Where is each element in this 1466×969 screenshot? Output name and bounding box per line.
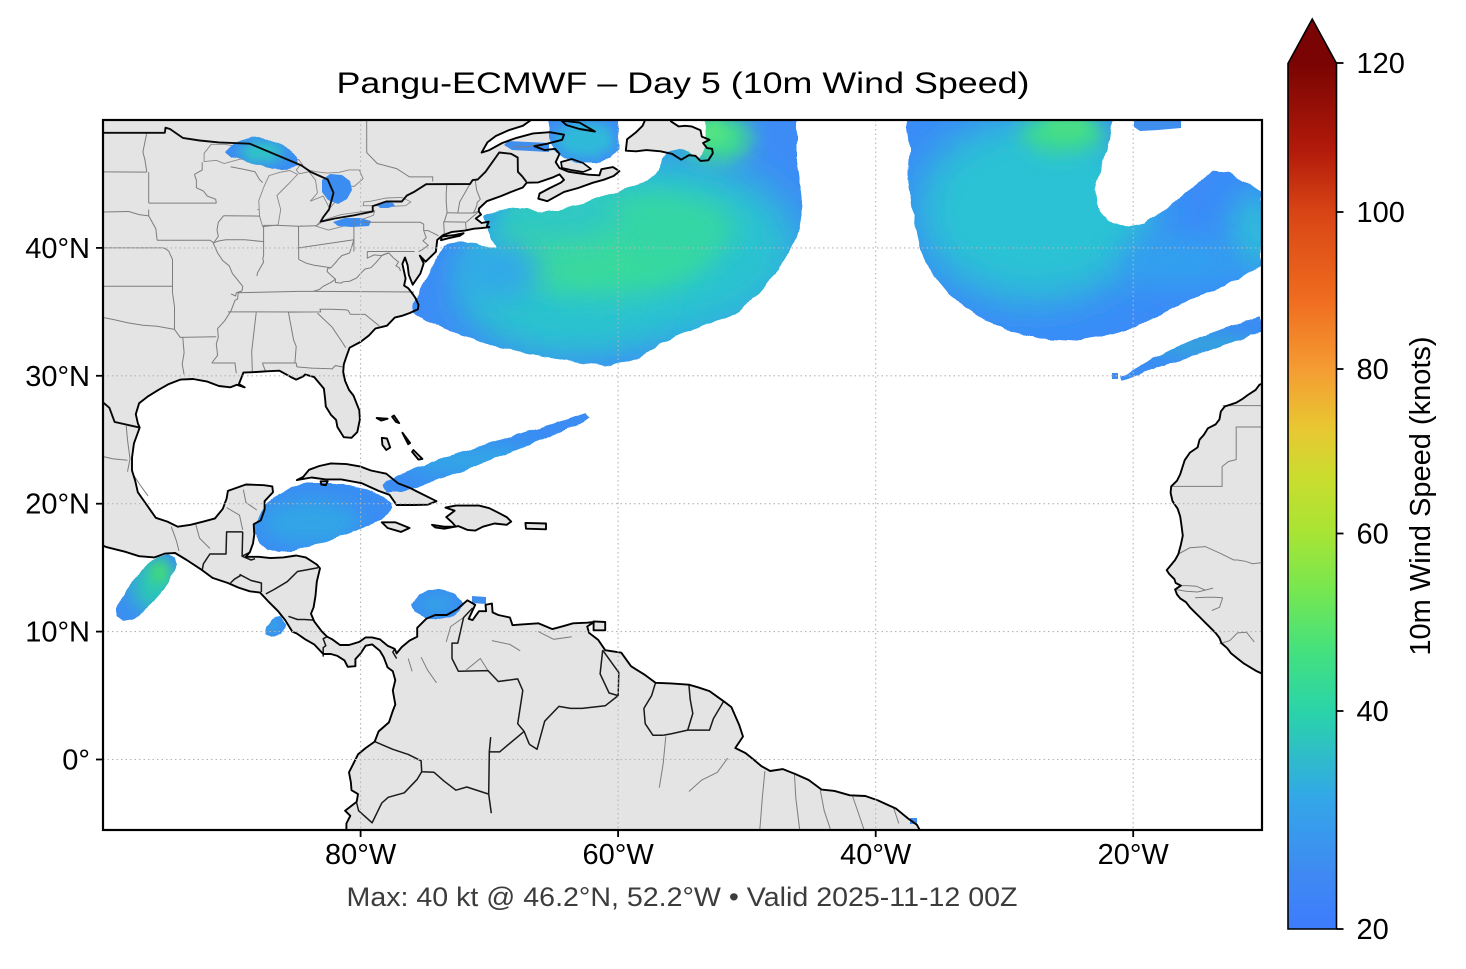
svg-text:80°W: 80°W: [325, 839, 397, 871]
svg-text:Pangu-ECMWF – Day 5 (10m Wind: Pangu-ECMWF – Day 5 (10m Wind Speed): [337, 67, 1030, 100]
svg-text:Max: 40 kt @ 46.2°N, 52.2°W •: Max: 40 kt @ 46.2°N, 52.2°W • Valid 2025…: [347, 882, 1018, 912]
svg-text:40°N: 40°N: [25, 233, 90, 265]
svg-text:60°W: 60°W: [582, 839, 654, 871]
svg-text:60: 60: [1357, 519, 1389, 551]
svg-text:40: 40: [1357, 696, 1389, 728]
svg-text:40°W: 40°W: [840, 839, 912, 871]
svg-text:10m Wind Speed (knots): 10m Wind Speed (knots): [1405, 336, 1437, 655]
svg-text:20: 20: [1357, 914, 1389, 946]
svg-text:100: 100: [1357, 197, 1405, 229]
svg-text:30°N: 30°N: [25, 361, 90, 393]
svg-text:10°N: 10°N: [25, 617, 90, 649]
svg-text:20°W: 20°W: [1098, 839, 1170, 871]
svg-text:0°: 0°: [62, 745, 90, 777]
svg-text:80: 80: [1357, 354, 1389, 386]
svg-text:20°N: 20°N: [25, 489, 90, 521]
svg-text:120: 120: [1357, 48, 1405, 80]
